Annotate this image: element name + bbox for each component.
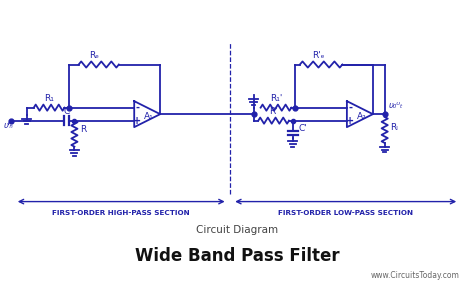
Text: Rₗ: Rₗ bbox=[391, 123, 398, 132]
Text: Wide Band Pass Filter: Wide Band Pass Filter bbox=[135, 247, 339, 265]
Text: R'ₑ: R'ₑ bbox=[312, 51, 325, 60]
Text: -: - bbox=[348, 103, 352, 113]
Text: R₁: R₁ bbox=[44, 95, 54, 103]
Text: υᴵₙ: υᴵₙ bbox=[4, 121, 14, 130]
Text: υ₀ᵁₜ: υ₀ᵁₜ bbox=[389, 101, 403, 111]
Text: R: R bbox=[80, 125, 86, 135]
Text: -: - bbox=[136, 103, 139, 113]
Text: A₁: A₁ bbox=[144, 112, 154, 121]
Text: Circuit Diagram: Circuit Diagram bbox=[196, 225, 278, 235]
Text: +: + bbox=[346, 116, 354, 126]
Text: +: + bbox=[134, 116, 142, 126]
Text: C': C' bbox=[299, 124, 308, 133]
Text: C: C bbox=[64, 107, 70, 116]
Text: R': R' bbox=[269, 107, 278, 117]
Text: R₁': R₁' bbox=[270, 95, 282, 103]
Text: FIRST-ORDER LOW-PASS SECTION: FIRST-ORDER LOW-PASS SECTION bbox=[278, 210, 413, 216]
Text: FIRST-ORDER HIGH-PASS SECTION: FIRST-ORDER HIGH-PASS SECTION bbox=[53, 210, 190, 216]
Text: www.CircuitsToday.com: www.CircuitsToday.com bbox=[370, 271, 459, 280]
Text: A₂: A₂ bbox=[357, 112, 367, 121]
Text: Rₑ: Rₑ bbox=[89, 51, 99, 60]
